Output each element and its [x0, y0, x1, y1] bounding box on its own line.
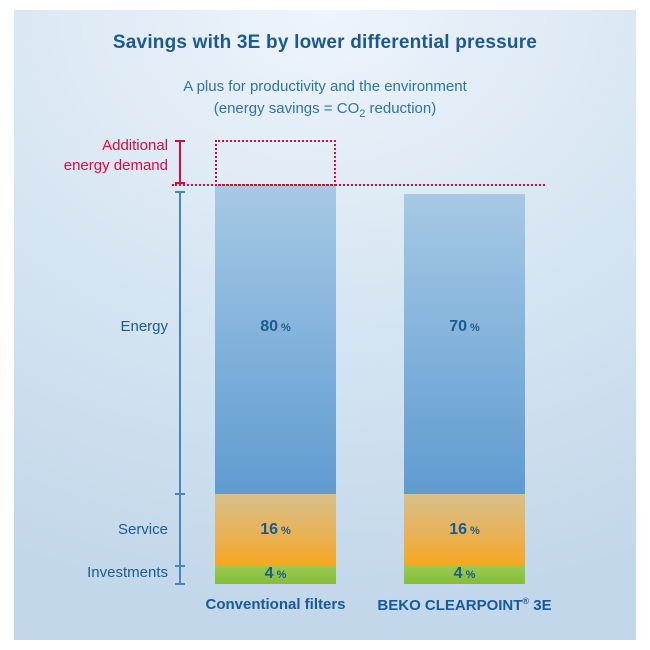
- value-number: 16: [260, 521, 278, 538]
- additional-energy-demand-line-1: Additional: [102, 137, 168, 154]
- registered-trademark-symbol: ®: [522, 596, 530, 606]
- conventional-energy-segment: [215, 186, 336, 494]
- chart-title: Savings with 3E by lower differential pr…: [112, 32, 538, 53]
- value-number: 4: [453, 565, 463, 582]
- conventional-service-segment: [215, 494, 336, 566]
- value-axis-tick-investments: [175, 565, 185, 567]
- percent-sign: %: [281, 525, 291, 537]
- percent-sign: %: [470, 525, 480, 537]
- beko-label-text: BEKO CLEARPOINT: [377, 597, 523, 614]
- value-axis-tick-top: [175, 191, 185, 193]
- percent-sign: %: [276, 569, 287, 581]
- subtitle-line-1: A plus for productivity and the environm…: [183, 78, 467, 95]
- conventional-investments-value: 4%: [215, 565, 336, 584]
- value-number: 16: [449, 521, 467, 538]
- conventional-service-value: 16%: [215, 521, 336, 540]
- value-axis-tick-service: [175, 493, 185, 495]
- additional-energy-demand-label: Additional energy demand: [64, 136, 168, 176]
- percent-sign: %: [465, 569, 476, 581]
- co2-subscript: 2: [359, 108, 366, 120]
- chart-subtitle: A plus for productivity and the environm…: [0, 76, 650, 125]
- value-number: 70: [449, 318, 467, 335]
- service-axis-label: Service: [117, 521, 168, 538]
- energy-axis-label: Energy: [120, 318, 168, 335]
- additional-energy-demand-line-2: energy demand: [63, 157, 168, 174]
- conventional-filters-label: Conventional filters: [205, 596, 346, 613]
- additional-energy-bracket-cap-top: [175, 140, 185, 142]
- additional-energy-bracket-cap-bottom: [175, 182, 185, 184]
- value-number: 4: [264, 565, 274, 582]
- beko-service-segment: [404, 494, 525, 566]
- percent-sign: %: [281, 322, 291, 334]
- subtitle-line-2: (energy savings = CO2 reduction): [0, 98, 650, 125]
- reference-dashed-line: [172, 184, 545, 186]
- investments-axis-label: Investments: [87, 564, 168, 581]
- value-axis-line: [179, 192, 181, 584]
- beko-label-suffix: 3E: [529, 597, 552, 614]
- value-number: 80: [260, 318, 278, 335]
- conventional-investments-segment: [215, 566, 336, 584]
- subtitle-line-2-post: reduction): [365, 100, 437, 117]
- beko-energy-segment: [404, 194, 525, 494]
- percent-sign: %: [470, 322, 480, 334]
- value-axis-tick-bottom: [175, 583, 185, 585]
- beko-investments-value: 4%: [404, 565, 525, 584]
- additional-energy-bracket-line: [179, 141, 181, 183]
- beko-service-value: 16%: [404, 521, 525, 540]
- additional-energy-dashed-box: [215, 140, 336, 186]
- conventional-energy-value: 80%: [215, 318, 336, 337]
- beko-energy-value: 70%: [404, 318, 525, 337]
- subtitle-line-2-pre: (energy savings = CO: [213, 100, 360, 117]
- beko-clearpoint-label: BEKO CLEARPOINT® 3E: [354, 596, 575, 614]
- beko-investments-segment: [404, 566, 525, 584]
